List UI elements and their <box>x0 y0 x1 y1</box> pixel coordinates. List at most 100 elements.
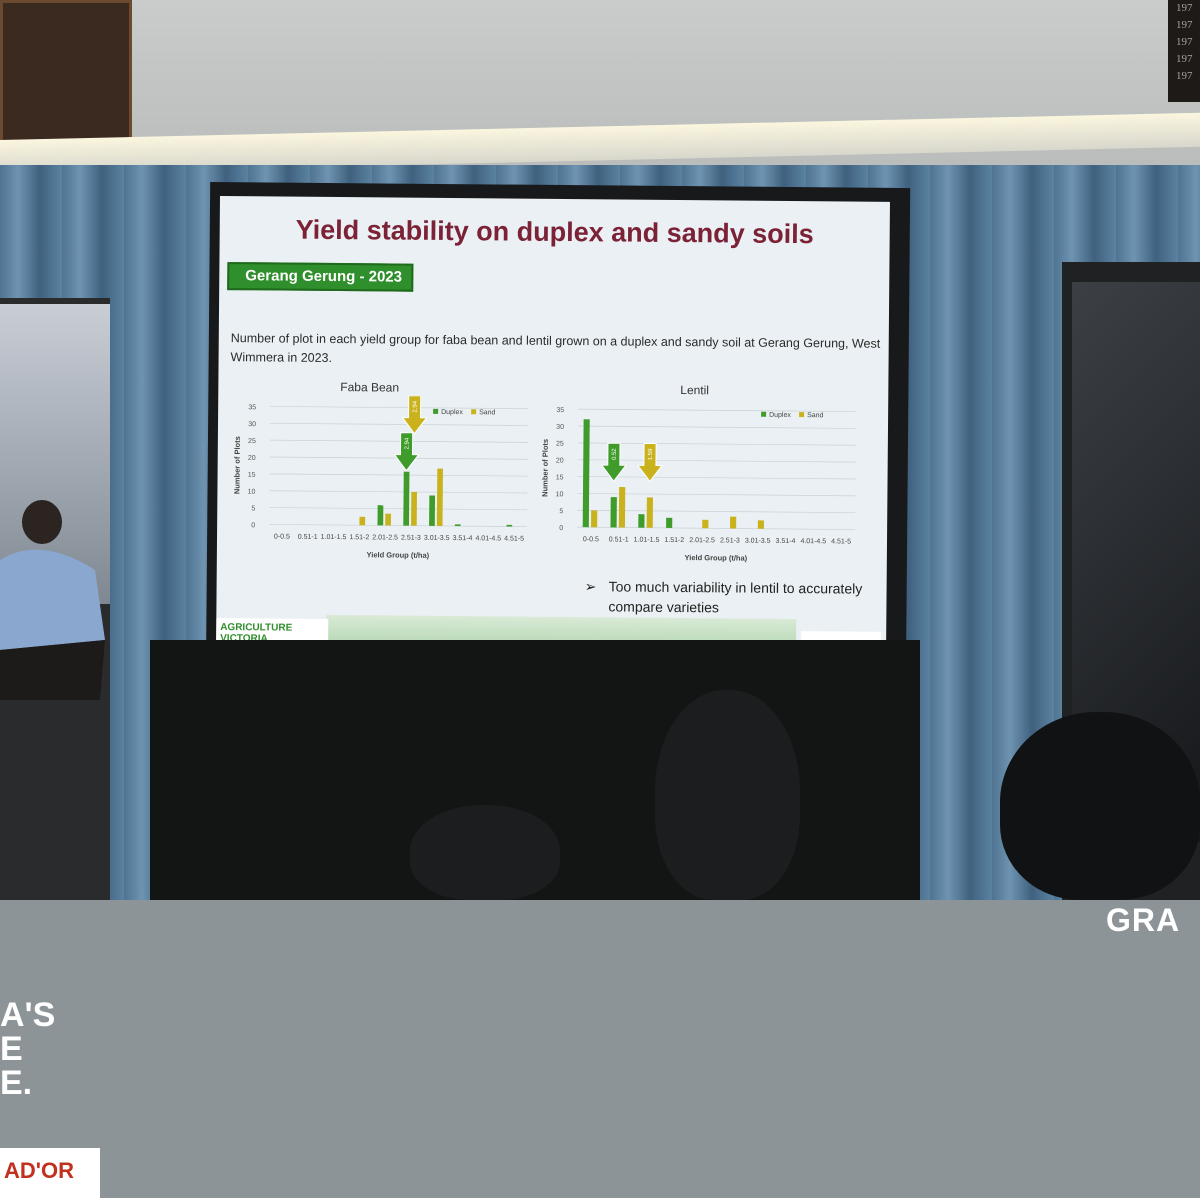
x-tick-label: 4.01-4.5 <box>475 535 501 542</box>
x-tick-label: 3.01-3.5 <box>424 535 450 542</box>
marker-arrow-shape <box>636 442 663 483</box>
bar-sand <box>436 468 444 526</box>
honour-year: 197 <box>1176 19 1193 31</box>
x-tick-label: 1.01-1.5 <box>321 534 347 541</box>
gridline <box>578 425 856 429</box>
bar-duplex <box>454 524 461 527</box>
bullet-text: Too much variability in lentil to accura… <box>608 578 863 616</box>
y-tick-label: 35 <box>556 407 564 414</box>
gridline <box>269 507 528 511</box>
y-tick-label: 0 <box>559 525 563 532</box>
x-tick-label: 0.51-1 <box>298 534 318 541</box>
y-tick-label: 10 <box>248 489 256 496</box>
y-tick-label: 15 <box>556 474 564 481</box>
agriculture-victoria-logo: AGRICULTURE VICTORIA <box>216 617 329 644</box>
audience-person-left <box>0 500 105 700</box>
bar-sand <box>646 497 654 528</box>
marker-label: 0.52 <box>612 448 618 460</box>
bullet-arrow-icon: ➢ <box>584 578 597 595</box>
x-tick-label: 2.51-3 <box>401 535 421 542</box>
audience-head-center <box>655 690 800 900</box>
marker-label: 1.59 <box>648 448 654 460</box>
legend-swatch-duplex <box>433 408 439 414</box>
x-tick-label: 2.01-2.5 <box>372 534 398 541</box>
x-tick-label: 1.51-2 <box>664 537 684 544</box>
x-tick-label: 0-0.5 <box>583 536 599 543</box>
gridline <box>577 526 856 530</box>
gridline <box>269 439 528 443</box>
gridline <box>269 473 528 477</box>
x-tick-label: 1.01-1.5 <box>634 537 660 544</box>
x-tick-label: 4.51-5 <box>831 538 851 545</box>
x-axis-title: Yield Group (t/ha) <box>367 550 430 560</box>
legend-label-sand: Sand <box>807 412 824 419</box>
honour-year: 197 <box>1176 53 1193 65</box>
chart-title-lentil: Lentil <box>680 383 710 398</box>
marker-arrow-icon: 2.94 <box>401 395 428 435</box>
gridline <box>577 459 856 463</box>
y-tick-label: 35 <box>248 404 256 411</box>
bar-sand <box>385 513 392 526</box>
legend-label-sand: Sand <box>479 409 496 416</box>
marker-label: 2.94 <box>413 400 419 412</box>
legend-swatch-duplex <box>761 411 767 417</box>
x-tick-label: 4.01-4.5 <box>800 538 826 545</box>
bar-duplex <box>666 517 673 528</box>
y-tick-label: 30 <box>556 424 564 431</box>
legend-label-duplex: Duplex <box>441 409 463 416</box>
gridline <box>270 406 529 410</box>
audience-person-cap <box>1000 712 1200 900</box>
x-tick-label: 2.51-3 <box>720 537 740 544</box>
marker-label: 2.94 <box>405 437 411 449</box>
bar-sand <box>411 491 418 526</box>
y-tick-label: 30 <box>248 421 256 428</box>
legend-swatch-sand <box>471 409 477 415</box>
y-tick-label: 5 <box>559 508 563 515</box>
x-tick-label: 2.01-2.5 <box>689 537 715 544</box>
honour-board-right: 197 197 197 197 197 <box>1168 0 1200 102</box>
slide-caption: Number of plot in each yield group for f… <box>230 331 881 365</box>
y-tick-label: 25 <box>248 438 256 445</box>
y-tick-label: 15 <box>248 472 256 479</box>
x-tick-label: 3.51-4 <box>776 538 796 545</box>
bar-duplex <box>429 495 436 526</box>
bar-duplex <box>610 497 617 528</box>
gridline <box>270 422 529 426</box>
marker-arrow-shape <box>600 442 627 482</box>
chart-title-faba-bean: Faba Bean <box>340 380 400 395</box>
slide-title: Yield stability on duplex and sandy soil… <box>295 214 814 250</box>
banner-left-slogan: A'S E E. <box>0 996 56 1102</box>
bar-duplex <box>638 514 645 528</box>
gridline <box>578 408 857 412</box>
marker-arrow-shape <box>393 432 420 472</box>
marker-arrow-shape <box>401 395 428 435</box>
marker-arrow-icon: 1.59 <box>636 442 663 483</box>
honour-year: 197 <box>1176 70 1193 82</box>
chart-lentil: 0 5 10 15 20 25 30 35 0-0.5 0.51-1 1.01-1.5 1.51-2 2… <box>540 407 857 563</box>
honour-year: 197 <box>1176 2 1193 14</box>
bar-duplex <box>506 524 513 527</box>
marker-arrow-icon: 2.94 <box>393 432 420 472</box>
x-tick-label: 4.51-5 <box>504 535 524 542</box>
legend-label-duplex: Duplex <box>769 412 791 419</box>
legend-swatch-sand <box>799 412 805 418</box>
gridline <box>269 490 528 494</box>
x-tick-label: 3.51-4 <box>453 535 473 542</box>
y-axis-title: Number of Plots <box>540 439 550 497</box>
bar-sand <box>591 510 598 528</box>
bar-sand <box>702 519 709 529</box>
x-axis-title: Yield Group (t/ha) <box>685 553 748 563</box>
y-axis-title: Number of Plots <box>232 436 242 494</box>
audience-head-left <box>410 805 560 900</box>
bar-sand <box>618 487 626 528</box>
bar-sand <box>730 516 737 529</box>
x-tick-label: 0.51-1 <box>609 536 629 543</box>
bar-duplex <box>377 505 384 526</box>
x-tick-label: 1.51-2 <box>349 534 369 541</box>
presentation-slide: Yield stability on duplex and sandy soil… <box>215 196 890 672</box>
gridline <box>577 442 856 446</box>
y-tick-label: 20 <box>248 455 256 462</box>
gridline <box>577 476 856 480</box>
honour-year: 197 <box>1176 36 1193 48</box>
marker-arrow-icon: 0.52 <box>600 442 627 482</box>
